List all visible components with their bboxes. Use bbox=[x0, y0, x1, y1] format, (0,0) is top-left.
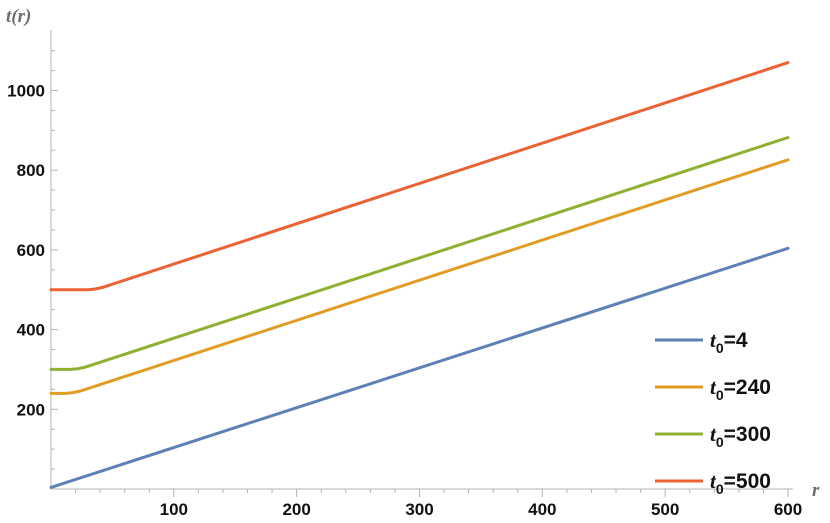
x-tick-label: 300 bbox=[405, 500, 433, 519]
legend-label-sub: 0 bbox=[716, 481, 724, 497]
series-line-t0-500 bbox=[49, 61, 790, 292]
legend-label-base: t bbox=[710, 422, 717, 446]
y-tick-label: 400 bbox=[17, 321, 45, 340]
legend-label-sub: 0 bbox=[716, 434, 724, 450]
x-tick-label: 500 bbox=[651, 500, 679, 519]
legend-item: t0=300 bbox=[655, 422, 771, 450]
legend-item: t0=4 bbox=[655, 328, 748, 356]
legend-label-sub: 0 bbox=[716, 387, 724, 403]
x-axis-title: r bbox=[812, 480, 820, 501]
legend-label-base: t bbox=[710, 469, 717, 493]
series-line-t0-240 bbox=[49, 158, 790, 395]
legend-label: t0=4 bbox=[710, 328, 748, 356]
legend-item: t0=500 bbox=[655, 469, 771, 497]
legend-item: t0=240 bbox=[655, 375, 771, 403]
legend-label-base: t bbox=[710, 328, 717, 352]
legend-label-value: =500 bbox=[724, 470, 771, 493]
x-tick-label: 600 bbox=[774, 500, 802, 519]
series-line-t0-300 bbox=[49, 136, 790, 371]
y-tick-label: 800 bbox=[17, 161, 45, 180]
legend-label: t0=500 bbox=[710, 469, 771, 497]
legend-label: t0=240 bbox=[710, 375, 771, 403]
x-tick-label: 100 bbox=[160, 500, 188, 519]
legend-label-sub: 0 bbox=[716, 340, 724, 356]
legend-label-base: t bbox=[710, 375, 717, 399]
x-tick-label: 400 bbox=[528, 500, 556, 519]
y-tick-label: 1000 bbox=[7, 82, 45, 101]
y-axis: 200 400 600 800 1000 bbox=[7, 30, 58, 489]
y-axis-title: t(r) bbox=[6, 6, 31, 27]
x-tick-label: 200 bbox=[282, 500, 310, 519]
y-tick-label: 600 bbox=[17, 241, 45, 260]
x-axis: 100 200 300 400 500 600 bbox=[51, 488, 802, 519]
series-lines bbox=[49, 61, 790, 489]
y-tick-label: 200 bbox=[17, 400, 45, 419]
legend-label-value: =300 bbox=[724, 423, 771, 446]
legend-label: t0=300 bbox=[710, 422, 771, 450]
series-line-t0-4 bbox=[49, 246, 790, 489]
legend-label-value: =240 bbox=[724, 376, 771, 399]
legend-label-value: =4 bbox=[724, 329, 748, 352]
